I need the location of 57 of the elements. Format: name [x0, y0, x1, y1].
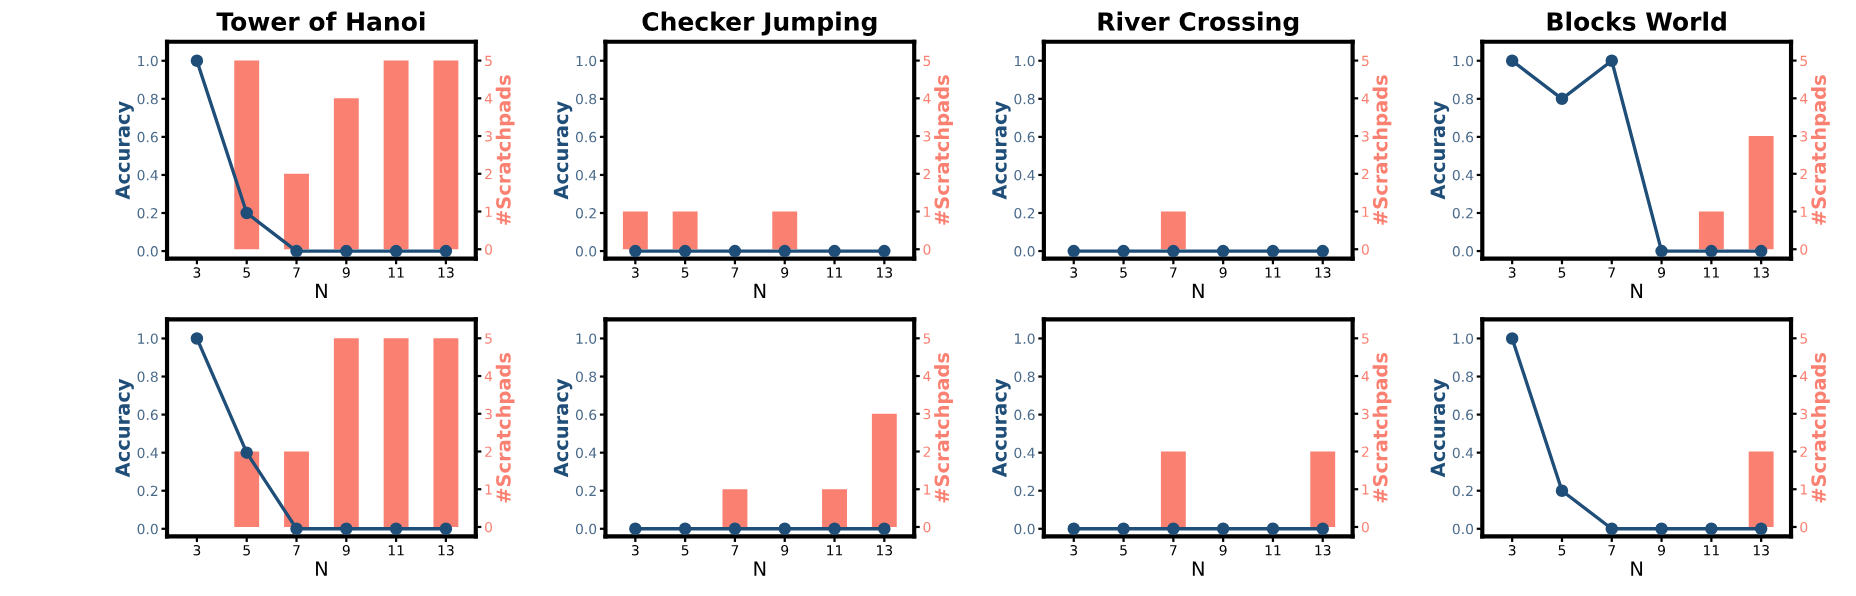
y-axis-title: Accuracy	[115, 101, 134, 200]
point	[240, 446, 253, 459]
chart-title: Tower of Hanoi	[216, 11, 425, 31]
point	[1705, 522, 1718, 536]
point	[1705, 244, 1718, 258]
y-axis-title: Accuracy	[115, 378, 134, 478]
point	[389, 522, 403, 536]
x-axis-title: N	[1631, 283, 1643, 299]
point	[190, 54, 204, 67]
y2-axis-title: #Scratchpads	[495, 352, 515, 503]
bar	[284, 173, 309, 250]
bar	[234, 60, 260, 250]
x-axis-title: N	[1192, 283, 1204, 299]
point	[1605, 54, 1619, 67]
x-axis-title: N	[754, 283, 766, 299]
y2-axis-title: #Scratchpads	[1810, 352, 1830, 503]
y-axis-title: Accuracy	[553, 378, 573, 478]
y2-axis-title: #Scratchpads	[1372, 75, 1392, 225]
y2-axis-title: #Scratchpads	[495, 75, 515, 225]
x-axis-title: N	[316, 283, 327, 299]
point	[340, 244, 353, 258]
point	[1555, 484, 1569, 497]
x-axis-title: N	[316, 561, 327, 576]
y-axis-title: Accuracy	[1430, 378, 1450, 478]
point	[1655, 244, 1668, 258]
point	[190, 332, 204, 345]
bar	[383, 60, 409, 250]
y-axis-title: Accuracy	[553, 101, 573, 200]
y2-axis-title: #Scratchpads	[1372, 352, 1392, 503]
point	[389, 244, 403, 258]
point	[1605, 522, 1619, 536]
point	[439, 244, 453, 258]
point	[1655, 522, 1668, 536]
bar	[433, 60, 459, 250]
point	[1505, 54, 1519, 67]
y2-axis-title: #Scratchpads	[934, 75, 953, 225]
y-axis-title: Accuracy	[992, 378, 1011, 478]
point	[340, 522, 353, 536]
chart-title: Blocks World	[1547, 11, 1726, 31]
point	[1754, 522, 1768, 536]
chart-title: River Crossing	[1098, 11, 1299, 36]
point	[290, 244, 303, 258]
x-axis-title: N	[754, 561, 766, 576]
bar	[333, 98, 359, 250]
point	[290, 522, 303, 536]
point	[240, 206, 253, 220]
y2-axis-title: #Scratchpads	[1810, 75, 1830, 225]
y2-axis-title: #Scratchpads	[934, 352, 953, 503]
point	[1505, 332, 1519, 345]
x-axis-title: N	[1192, 561, 1204, 576]
point	[1754, 244, 1768, 258]
x-axis-title: N	[1631, 561, 1643, 576]
chart-title: Checker Jumping	[642, 11, 877, 36]
point	[1555, 92, 1569, 106]
y-axis-title: Accuracy	[1430, 101, 1450, 200]
y-axis-title: Accuracy	[992, 101, 1011, 200]
point	[439, 522, 453, 536]
